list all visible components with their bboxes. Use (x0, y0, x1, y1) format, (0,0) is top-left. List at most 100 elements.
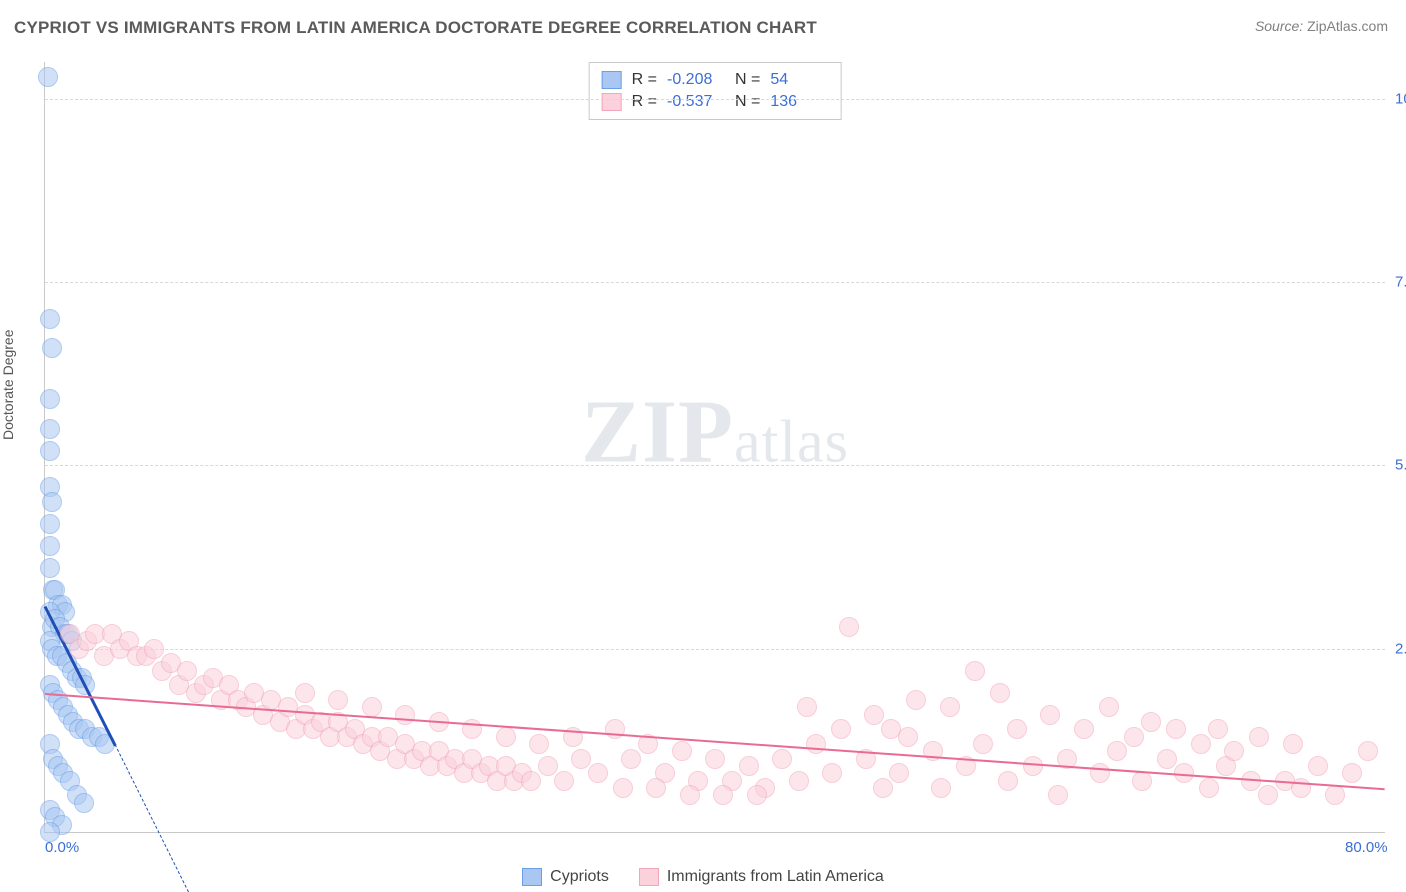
data-point (940, 697, 960, 717)
stats-r-label: R = (632, 69, 657, 91)
source-value: ZipAtlas.com (1307, 18, 1388, 34)
data-point (906, 690, 926, 710)
x-tick-label: 80.0% (1345, 839, 1388, 856)
stats-r-value-2: -0.537 (667, 91, 725, 113)
y-tick-label: 7.5% (1387, 274, 1406, 291)
data-point (1132, 771, 1152, 791)
data-point (74, 793, 94, 813)
bottom-legend: Cypriots Immigrants from Latin America (0, 868, 1406, 886)
data-point (1191, 734, 1211, 754)
data-point (822, 763, 842, 783)
stats-n-value-1: 54 (770, 69, 828, 91)
data-point (1090, 763, 1110, 783)
data-point (328, 690, 348, 710)
data-point (1023, 756, 1043, 776)
legend-item: Cypriots (522, 868, 609, 886)
gridline (45, 99, 1385, 100)
data-point (38, 67, 58, 87)
data-point (529, 734, 549, 754)
y-tick-label: 2.5% (1387, 640, 1406, 657)
data-point (613, 778, 633, 798)
data-point (1308, 756, 1328, 776)
data-point (40, 536, 60, 556)
legend-label-2: Immigrants from Latin America (667, 868, 884, 886)
data-point (538, 756, 558, 776)
legend-swatch-1 (522, 868, 542, 886)
stats-row: R = -0.208 N = 54 (602, 69, 829, 91)
data-point (40, 822, 60, 842)
stats-n-label: N = (735, 69, 760, 91)
data-point (672, 741, 692, 761)
data-point (1074, 719, 1094, 739)
data-point (889, 763, 909, 783)
data-point (1048, 785, 1068, 805)
data-point (1342, 763, 1362, 783)
gridline (45, 465, 1385, 466)
data-point (789, 771, 809, 791)
data-point (1040, 705, 1060, 725)
stats-swatch-1 (602, 71, 622, 89)
gridline (45, 649, 1385, 650)
data-point (295, 683, 315, 703)
data-point (1258, 785, 1278, 805)
data-point (42, 338, 62, 358)
data-point (646, 778, 666, 798)
data-point (554, 771, 574, 791)
stats-n-value-2: 136 (770, 91, 828, 113)
data-point (713, 785, 733, 805)
data-point (40, 419, 60, 439)
data-point (705, 749, 725, 769)
data-point (605, 719, 625, 739)
stats-n-label: N = (735, 91, 760, 113)
data-point (621, 749, 641, 769)
data-point (898, 727, 918, 747)
data-point (177, 661, 197, 681)
source-attribution: Source: ZipAtlas.com (1255, 18, 1388, 34)
data-point (990, 683, 1010, 703)
data-point (144, 639, 164, 659)
trend-line (45, 693, 1385, 790)
data-point (747, 785, 767, 805)
data-point (1249, 727, 1269, 747)
data-point (839, 617, 859, 637)
data-point (739, 756, 759, 776)
data-point (1099, 697, 1119, 717)
data-point (1007, 719, 1027, 739)
data-point (40, 309, 60, 329)
legend-label-1: Cypriots (550, 868, 609, 886)
data-point (973, 734, 993, 754)
data-point (40, 558, 60, 578)
data-point (998, 771, 1018, 791)
data-point (40, 389, 60, 409)
data-point (1157, 749, 1177, 769)
stats-swatch-2 (602, 93, 622, 111)
data-point (931, 778, 951, 798)
data-point (1107, 741, 1127, 761)
data-point (680, 785, 700, 805)
chart-title: CYPRIOT VS IMMIGRANTS FROM LATIN AMERICA… (14, 18, 817, 38)
data-point (362, 697, 382, 717)
legend-item: Immigrants from Latin America (639, 868, 884, 886)
data-point (1199, 778, 1219, 798)
y-axis-label: Doctorate Degree (0, 329, 16, 440)
data-point (521, 771, 541, 791)
data-point (1166, 719, 1186, 739)
data-point (1358, 741, 1378, 761)
data-point (588, 763, 608, 783)
data-point (797, 697, 817, 717)
data-point (1325, 785, 1345, 805)
data-point (40, 514, 60, 534)
data-point (873, 778, 893, 798)
data-point (1124, 727, 1144, 747)
stats-r-value-1: -0.208 (667, 69, 725, 91)
watermark-secondary: atlas (734, 408, 849, 474)
data-point (1283, 734, 1303, 754)
data-point (806, 734, 826, 754)
data-point (40, 441, 60, 461)
source-label: Source: (1255, 18, 1303, 34)
y-tick-label: 10.0% (1387, 90, 1406, 107)
data-point (965, 661, 985, 681)
stats-r-label: R = (632, 91, 657, 113)
watermark: ZIPatlas (581, 380, 849, 483)
stats-box: R = -0.208 N = 54 R = -0.537 N = 136 (589, 62, 842, 120)
